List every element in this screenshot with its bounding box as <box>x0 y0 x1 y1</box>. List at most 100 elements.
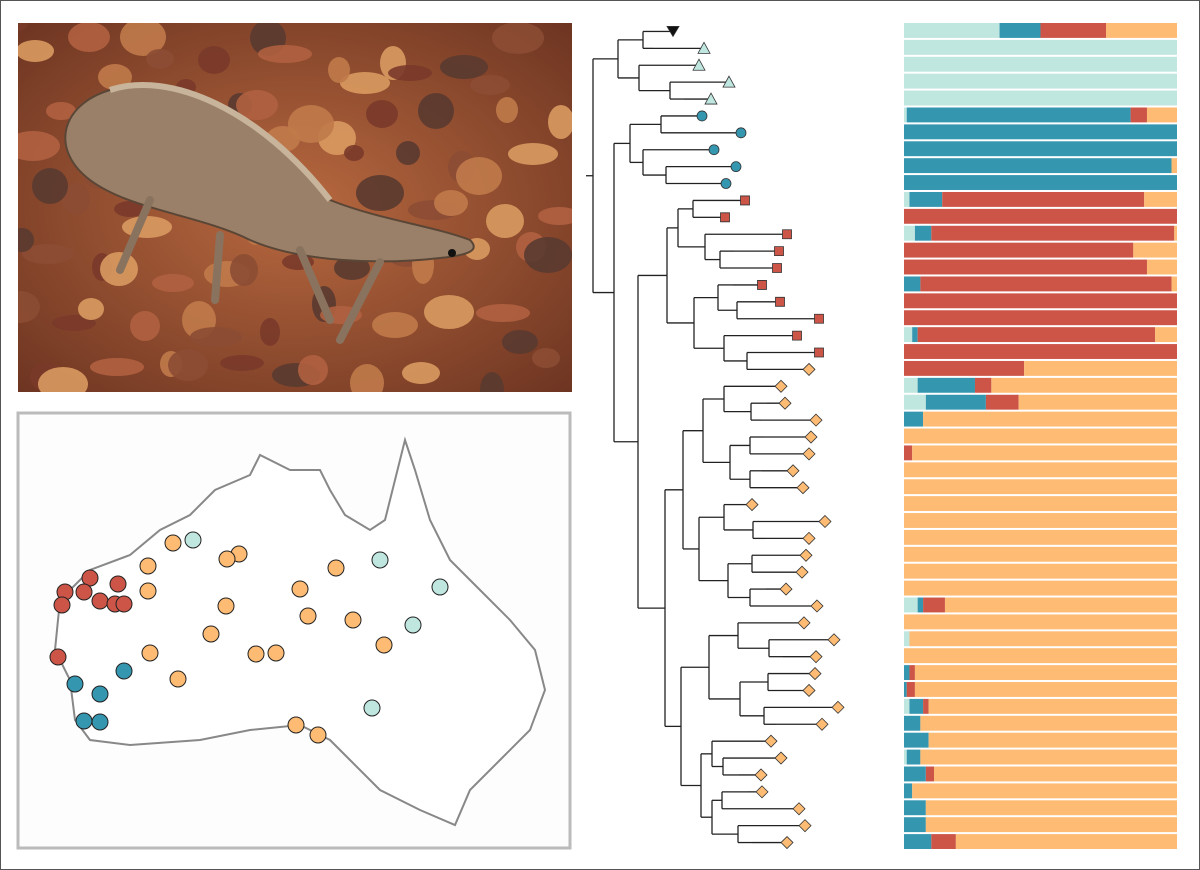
ancestry-segment <box>904 496 1177 512</box>
ancestry-segment <box>934 766 1177 782</box>
pebble <box>440 55 488 79</box>
ancestry-segment <box>904 175 1177 190</box>
pebble <box>372 312 418 338</box>
ancestry-segment <box>904 276 921 292</box>
ancestry-segment <box>904 141 1177 157</box>
site <box>267 644 285 662</box>
pebble <box>32 168 68 204</box>
ancestry-segment <box>904 698 910 714</box>
tip <box>745 498 759 512</box>
tip <box>798 819 812 833</box>
ancestry-segment <box>923 698 929 714</box>
ancestry-plot <box>904 23 1177 849</box>
ancestry-segment <box>1171 158 1177 174</box>
site <box>431 578 449 596</box>
pebble <box>68 23 110 52</box>
tip <box>810 599 824 613</box>
ancestry-segment <box>909 698 924 714</box>
tip <box>782 229 792 240</box>
ancestry-segment <box>904 546 1177 562</box>
tip <box>792 802 806 816</box>
ancestry-segment <box>904 394 926 410</box>
site <box>164 534 182 552</box>
pebble <box>470 75 510 95</box>
ancestry-segment <box>923 411 1177 427</box>
ancestry-segment <box>1106 23 1177 38</box>
lizard <box>64 81 475 344</box>
tip <box>696 110 708 122</box>
ancestry-segment <box>914 682 1177 697</box>
ancestry-segment <box>1024 360 1177 376</box>
ancestry-segment <box>904 783 913 799</box>
ancestry-segment <box>906 107 1131 123</box>
tip <box>720 178 732 189</box>
ancestry-segment <box>904 225 915 241</box>
photo <box>18 23 572 392</box>
ancestry-segment <box>904 648 1177 664</box>
pebble <box>492 23 544 54</box>
site <box>217 597 235 615</box>
tip <box>827 633 841 647</box>
tip <box>802 683 816 698</box>
ancestry-segment <box>955 834 1177 849</box>
pebble <box>402 362 440 384</box>
ancestry-segment <box>904 766 926 782</box>
ancestry-segment <box>931 834 956 849</box>
ancestry-segment <box>1174 225 1177 241</box>
site <box>344 611 362 629</box>
ancestry-segment <box>928 698 1177 714</box>
site <box>299 607 317 625</box>
ancestry-segment <box>917 597 924 613</box>
ancestry-segment <box>985 394 1019 410</box>
ancestry-segment <box>904 614 1177 630</box>
ancestry-segment <box>1171 276 1177 292</box>
tip <box>809 650 823 664</box>
tip <box>774 379 788 393</box>
site <box>309 726 327 744</box>
pebble <box>38 367 88 392</box>
tip <box>808 667 822 681</box>
ancestry-segment <box>1146 107 1177 123</box>
tip <box>730 161 742 172</box>
pebble <box>62 183 90 215</box>
ancestry-segment <box>914 225 932 241</box>
ancestry-segment <box>991 377 1177 393</box>
ancestry-segment <box>904 411 924 427</box>
ancestry-segment <box>917 377 975 393</box>
ancestry-segment <box>904 563 1177 579</box>
ancestry-segment <box>904 682 907 697</box>
ancestry-segment <box>904 107 907 123</box>
pebble <box>98 64 132 90</box>
pebble <box>538 207 572 225</box>
tip <box>775 296 785 307</box>
tip <box>815 717 829 731</box>
ancestry-segment <box>904 665 910 681</box>
ancestry-segment <box>909 191 943 207</box>
ancestry-segment <box>904 834 932 849</box>
pebble <box>78 298 104 320</box>
site <box>247 645 265 663</box>
tip <box>666 26 680 38</box>
ancestry-segment <box>904 800 926 816</box>
ancestry-segment <box>904 158 1172 174</box>
pebble <box>288 105 334 143</box>
site <box>291 580 309 598</box>
site <box>404 616 422 634</box>
pebble <box>476 304 530 322</box>
site <box>91 713 109 731</box>
pebble <box>168 349 208 381</box>
pebble <box>18 40 54 62</box>
site <box>169 670 187 688</box>
ancestry-segment <box>904 56 1177 72</box>
ancestry-segment <box>928 732 1177 748</box>
pebble <box>418 93 454 129</box>
ancestry-segment <box>904 631 910 647</box>
ancestry-segment <box>1155 327 1177 343</box>
ancestry-segment <box>914 665 1177 681</box>
pebble <box>46 102 76 120</box>
site <box>91 685 109 703</box>
ancestry-segment <box>904 191 910 207</box>
ancestry-segment <box>944 597 1177 613</box>
pebble <box>502 330 538 354</box>
pebble <box>18 23 28 31</box>
